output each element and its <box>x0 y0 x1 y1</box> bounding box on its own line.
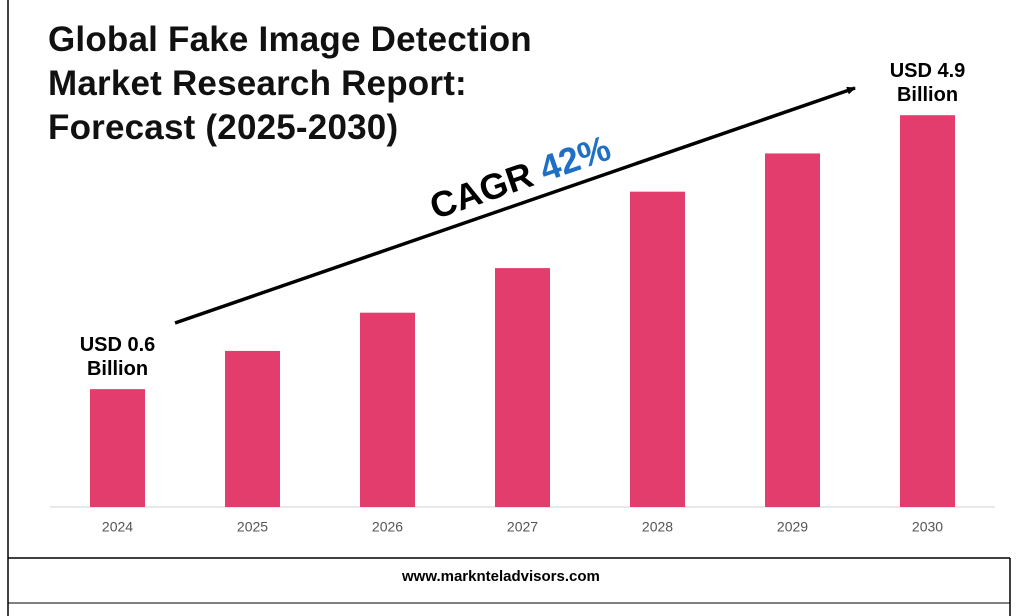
value-label: USD 4.9 Billion <box>889 60 966 107</box>
trend-arrow <box>174 86 856 325</box>
bar <box>765 153 820 507</box>
bar <box>90 389 145 507</box>
x-tick-label: 2027 <box>507 519 538 535</box>
x-tick-label: 2026 <box>372 519 403 535</box>
bar <box>360 312 415 507</box>
chart-title: Global Fake Image Detection Market Resea… <box>48 20 532 147</box>
bar <box>225 350 280 507</box>
footer-url: www.marknteladvisors.com <box>402 568 600 585</box>
x-tick-label: 2025 <box>237 519 268 535</box>
bar <box>495 268 550 507</box>
x-tick-label: 2029 <box>777 519 808 535</box>
bar <box>630 191 685 507</box>
value-label: USD 0.6 Billion <box>79 334 156 381</box>
x-tick-label: 2030 <box>912 519 943 535</box>
x-tick-label: 2028 <box>642 519 673 535</box>
bar <box>900 115 955 507</box>
x-tick-label: 2024 <box>102 519 133 535</box>
